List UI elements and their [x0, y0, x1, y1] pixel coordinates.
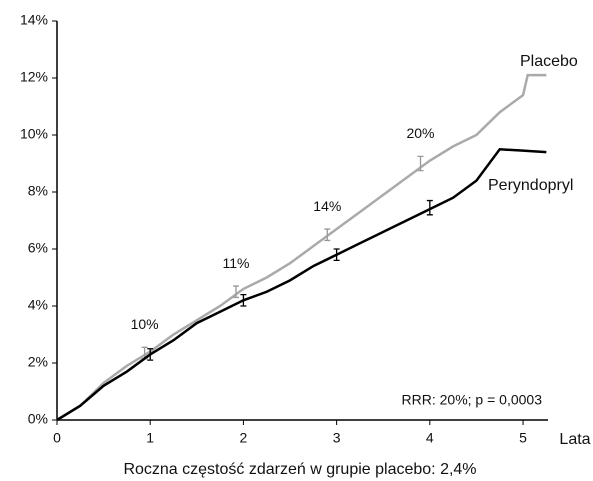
error-bar	[333, 248, 340, 262]
annotation: 11%	[222, 255, 249, 271]
x-tick-label: 4	[426, 430, 434, 446]
annotation: 20%	[406, 125, 434, 141]
x-tick-label: 1	[146, 430, 154, 446]
y-tick-label: 14%	[20, 12, 48, 28]
error-bar	[147, 348, 154, 361]
y-tick-label: 0%	[28, 411, 48, 427]
y-tick-label: 10%	[20, 126, 48, 142]
annotation: RRR: 20%; p = 0,0003	[402, 392, 543, 408]
y-tick-label: 12%	[20, 69, 48, 85]
series-line	[56, 73, 547, 422]
x-tick-label: 5	[519, 430, 527, 446]
series-label: Peryndopryl	[488, 177, 573, 194]
chart-title: Roczna częstość zdarzeń w grupie placebo…	[123, 461, 476, 478]
x-tick-label: 3	[333, 430, 341, 446]
x-tick-label: 2	[240, 430, 248, 446]
error-bar	[426, 199, 433, 216]
error-bar	[324, 228, 331, 242]
x-axis-label: Lata	[559, 431, 590, 448]
y-tick-label: 4%	[28, 297, 48, 313]
error-bar	[232, 285, 239, 299]
annotation: 10%	[131, 316, 159, 332]
y-tick-label: 2%	[28, 354, 48, 370]
y-tick-label: 6%	[28, 240, 48, 256]
error-bar	[417, 155, 424, 172]
series-label: Placebo	[520, 53, 578, 70]
error-bar	[240, 293, 247, 307]
x-tick-label: 0	[53, 430, 61, 446]
y-tick-label: 8%	[28, 183, 48, 199]
series-line	[56, 147, 547, 422]
annotation: 14%	[313, 198, 341, 214]
